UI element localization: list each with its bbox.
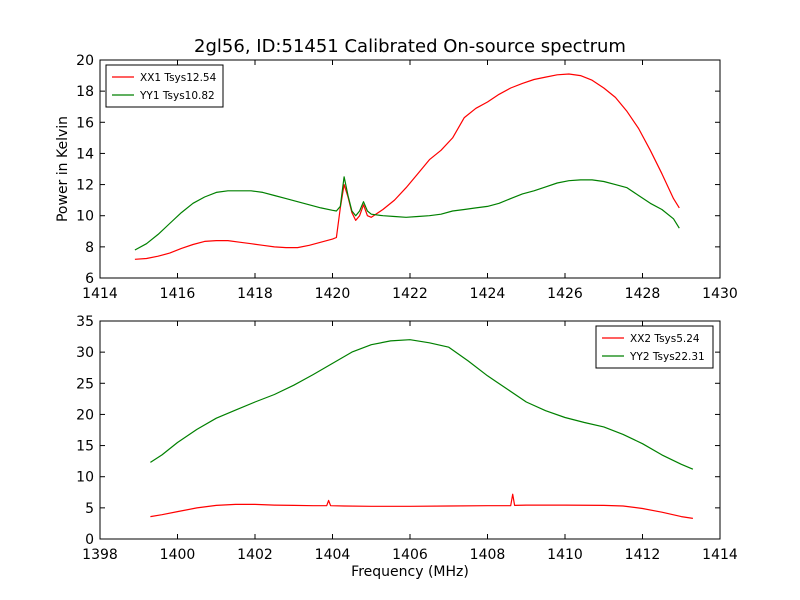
y-axis-label: Power in Kelvin xyxy=(55,116,71,222)
x-tick-label: 1420 xyxy=(315,286,351,302)
x-tick-label: 1412 xyxy=(625,547,661,563)
x-tick-label: 1416 xyxy=(160,286,196,302)
y-tick-label: 5 xyxy=(85,501,94,517)
x-axis-label: Frequency (MHz) xyxy=(351,564,469,580)
x-tick-label: 1410 xyxy=(547,547,583,563)
y-tick-label: 12 xyxy=(76,178,94,194)
y-tick-label: 8 xyxy=(85,240,94,256)
x-tick-label: 1406 xyxy=(392,547,428,563)
y-tick-label: 20 xyxy=(76,407,94,423)
x-tick-label: 1422 xyxy=(392,286,428,302)
y-tick-label: 20 xyxy=(76,53,94,69)
x-tick-label: 1414 xyxy=(82,286,118,302)
x-tick-label: 1404 xyxy=(315,547,351,563)
x-tick-label: 1414 xyxy=(702,547,738,563)
legend-label: XX2 Tsys5.24 xyxy=(630,333,700,345)
series-line-1-2 xyxy=(134,176,680,251)
x-tick-label: 1398 xyxy=(82,547,118,563)
y-tick-label: 18 xyxy=(76,84,94,100)
series-line-2-1 xyxy=(150,493,693,519)
x-tick-label: 1418 xyxy=(237,286,273,302)
series-line-2-2 xyxy=(150,339,694,470)
legend-label: YY2 Tsys22.31 xyxy=(629,351,705,363)
x-tick-label: 1408 xyxy=(470,547,506,563)
legend-box-2 xyxy=(595,325,714,369)
x-tick-label: 1424 xyxy=(470,286,506,302)
x-tick-label: 1430 xyxy=(702,286,738,302)
y-tick-label: 0 xyxy=(85,532,94,548)
y-tick-label: 16 xyxy=(76,115,94,131)
x-tick-label: 1400 xyxy=(160,547,196,563)
y-tick-label: 10 xyxy=(76,209,94,225)
y-tick-label: 6 xyxy=(85,271,94,287)
legend-box-1 xyxy=(105,64,224,108)
y-tick-label: 10 xyxy=(76,470,94,486)
x-tick-label: 1426 xyxy=(547,286,583,302)
x-tick-label: 1428 xyxy=(625,286,661,302)
legend-label: XX1 Tsys12.54 xyxy=(140,72,217,84)
y-tick-label: 15 xyxy=(76,439,94,455)
y-tick-label: 25 xyxy=(76,376,94,392)
series-line-1-1 xyxy=(134,73,680,260)
chart-title: 2gl56, ID:51451 Calibrated On-source spe… xyxy=(194,36,626,57)
y-tick-label: 14 xyxy=(76,146,94,162)
y-tick-label: 30 xyxy=(76,345,94,361)
x-tick-label: 1402 xyxy=(237,547,273,563)
legend-label: YY1 Tsys10.82 xyxy=(139,90,215,102)
y-tick-label: 35 xyxy=(76,314,94,330)
